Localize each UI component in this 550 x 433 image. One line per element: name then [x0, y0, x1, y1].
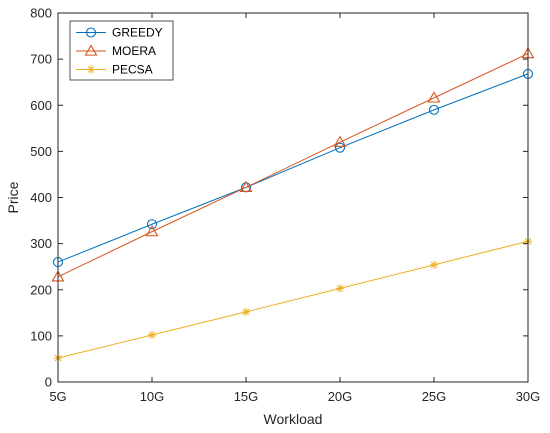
legend-label: GREEDY	[112, 26, 163, 40]
x-tick-label: 5G	[49, 389, 66, 404]
y-tick-label: 0	[45, 375, 52, 390]
data-point-pecsa	[147, 330, 157, 340]
asterisk-stroke	[430, 261, 438, 269]
legend-label: PECSA	[112, 63, 153, 77]
x-tick-label: 15G	[234, 389, 259, 404]
data-point-pecsa	[241, 307, 251, 317]
y-axis-label: Price	[5, 181, 21, 213]
legend-swatch-marker	[84, 44, 98, 56]
data-point-moera	[333, 135, 347, 147]
data-point-greedy	[146, 219, 158, 230]
data-point-pecsa	[429, 260, 439, 270]
data-point-moera	[427, 91, 441, 103]
asterisk-stroke	[336, 284, 344, 292]
series-line-moera	[57, 53, 529, 278]
legend-entry-greedy: GREEDY	[76, 26, 163, 40]
y-tick-label: 700	[30, 52, 52, 67]
y-tick-label: 100	[30, 328, 52, 343]
data-point-greedy	[334, 142, 346, 153]
y-tick-label: 600	[30, 98, 52, 113]
legend-entry-moera: MOERA	[76, 44, 156, 58]
series-line-pecsa	[57, 240, 529, 359]
y-tick-label: 300	[30, 236, 52, 251]
x-tick-label: 20G	[328, 389, 353, 404]
y-tick-label: 800	[30, 6, 52, 21]
data-point-greedy	[428, 104, 440, 115]
x-tick-label: 10G	[140, 389, 165, 404]
y-tick-label: 500	[30, 144, 52, 159]
series-line-greedy	[57, 73, 529, 263]
series-pecsa	[53, 237, 533, 363]
data-point-pecsa	[335, 284, 345, 293]
asterisk-stroke	[148, 331, 156, 339]
x-tick-label: 30G	[516, 389, 541, 404]
x-axis-label: Workload	[264, 411, 323, 427]
data-point-moera	[145, 225, 159, 237]
legend-swatch-marker	[85, 27, 97, 38]
y-tick-label: 400	[30, 190, 52, 205]
x-tick-label: 25G	[422, 389, 447, 404]
asterisk-stroke	[87, 66, 95, 73]
legend-label: MOERA	[112, 44, 156, 58]
data-point-moera	[239, 180, 253, 193]
y-tick-label: 200	[30, 282, 52, 297]
asterisk-stroke	[242, 308, 250, 316]
legend-swatch-marker	[86, 65, 96, 74]
legend-entry-pecsa: PECSA	[76, 63, 153, 77]
